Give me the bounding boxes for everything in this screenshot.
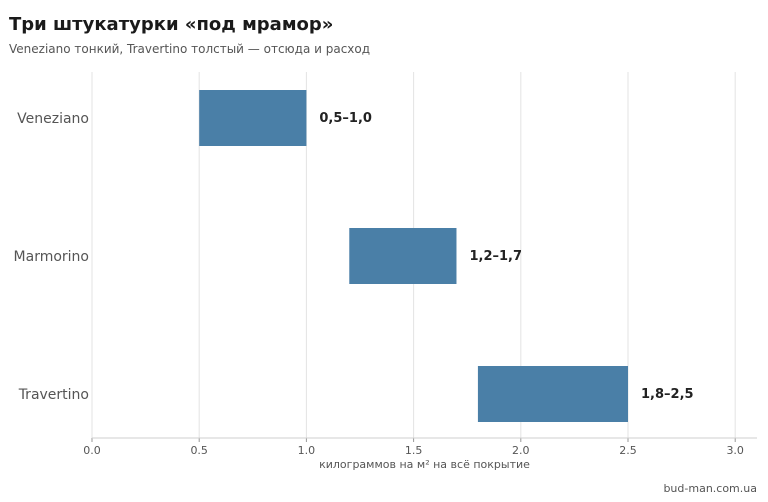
source-credit: bud-man.com.ua	[663, 482, 757, 495]
x-tick-label: 2.0	[512, 444, 530, 457]
x-tick-label: 0.0	[83, 444, 101, 457]
data-label-travertino: 1,8–2,5	[641, 387, 694, 402]
data-labels: 0,5–1,0 1,2–1,7 1,8–2,5	[319, 111, 693, 402]
x-axis-label: килограммов на м² на всё покрытие	[319, 458, 530, 471]
chart-title: Три штукатурки «под мрамор»	[9, 14, 334, 35]
category-label-veneziano: Veneziano	[17, 111, 89, 127]
category-label-marmorino: Marmorino	[14, 249, 89, 265]
chart-subtitle: Veneziano тонкий, Travertino толстый — о…	[9, 42, 371, 56]
x-axis: 0.0 0.5 1.0 1.5 2.0 2.5 3.0 килограммов на м² н…	[83, 437, 757, 471]
bar-travertino	[477, 366, 628, 422]
x-tick-label: 1.5	[405, 444, 423, 457]
x-tick-label: 0.5	[190, 444, 208, 457]
bars	[199, 90, 628, 422]
data-label-marmorino: 1,2–1,7	[469, 249, 522, 264]
category-label-travertino: Travertino	[18, 387, 89, 403]
category-labels: Veneziano Marmorino Travertino	[14, 111, 89, 403]
bar-marmorino	[349, 228, 457, 284]
x-tick-label: 1.0	[298, 444, 316, 457]
x-tick-label: 3.0	[726, 444, 744, 457]
data-label-veneziano: 0,5–1,0	[319, 111, 372, 126]
x-tick-label: 2.5	[619, 444, 637, 457]
bar-veneziano	[199, 90, 307, 146]
